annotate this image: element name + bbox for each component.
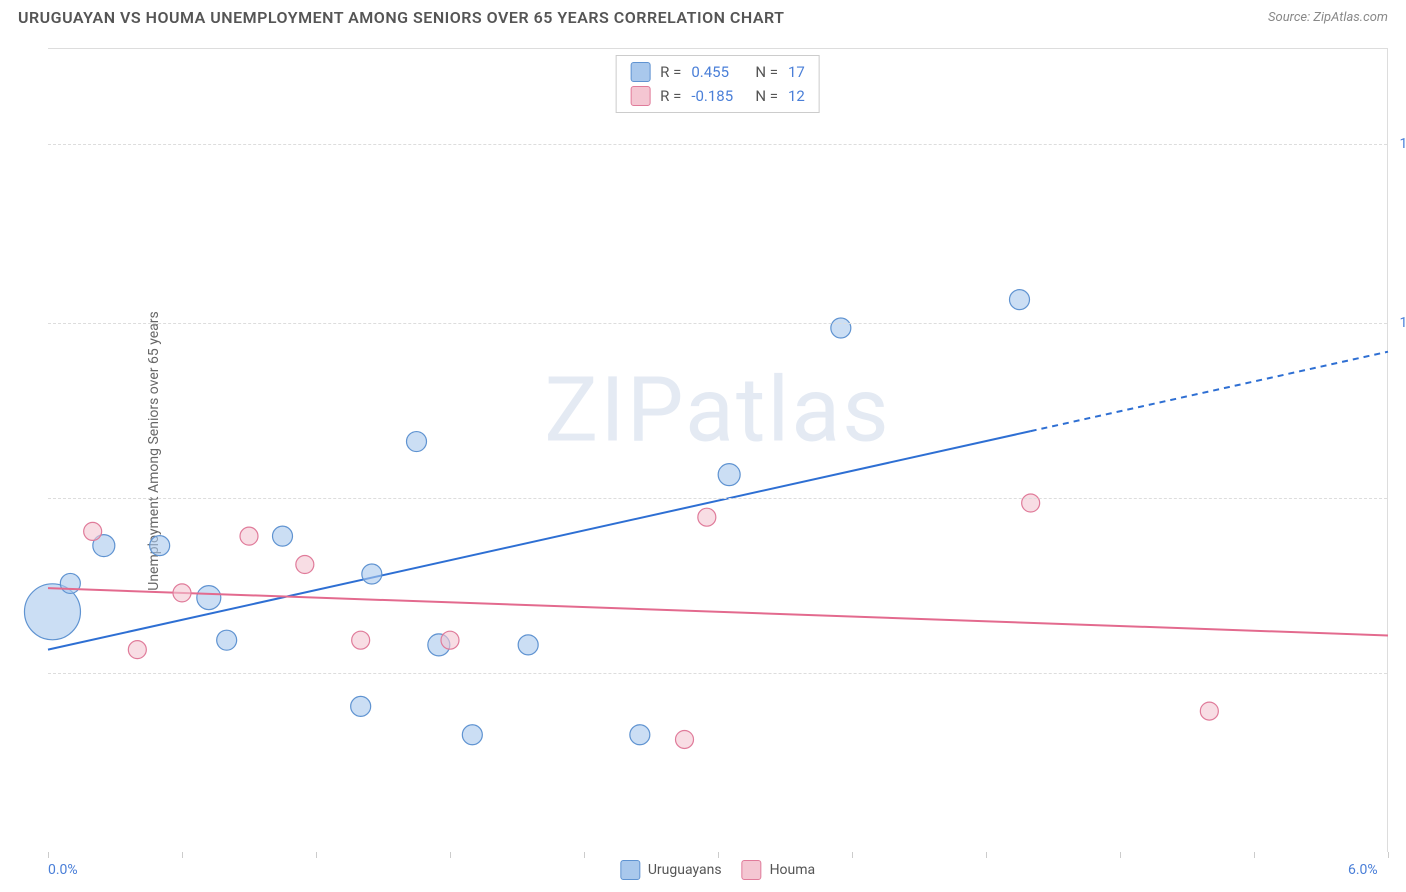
- trend-line-dashed: [1031, 352, 1388, 431]
- legend-n-value: 17: [788, 63, 805, 81]
- legend-n-label: N =: [755, 63, 778, 81]
- legend-n-label: N =: [755, 87, 778, 105]
- legend-r-label: R =: [660, 63, 681, 81]
- data-point: [273, 526, 293, 546]
- legend-item: Uruguayans: [620, 860, 722, 880]
- x-tick-label: 6.0%: [1348, 862, 1378, 878]
- chart-title: URUGUAYAN VS HOUMA UNEMPLOYMENT AMONG SE…: [18, 8, 785, 27]
- x-tick: [1388, 852, 1389, 858]
- data-point: [150, 536, 170, 556]
- x-tick: [316, 852, 317, 858]
- trend-line: [48, 588, 1388, 635]
- data-point: [60, 573, 80, 593]
- data-point: [676, 730, 694, 748]
- data-point: [441, 631, 459, 649]
- legend-row: R = -0.185 N = 12: [630, 84, 805, 108]
- data-point: [462, 725, 482, 745]
- x-tick: [986, 852, 987, 858]
- y-tick-label: 11.2%: [1399, 315, 1406, 331]
- legend-correlation: R = 0.455 N = 17 R = -0.185 N = 12: [615, 55, 820, 113]
- data-point: [831, 318, 851, 338]
- plot-area: ZIPatlas 3.8%7.5%11.2%15.0%0.0%6.0%: [48, 49, 1387, 852]
- x-tick: [48, 852, 49, 858]
- legend-swatch: [630, 86, 650, 106]
- legend-swatch: [630, 62, 650, 82]
- data-point: [1022, 494, 1040, 512]
- gridline-horizontal: [48, 144, 1387, 145]
- data-point: [630, 725, 650, 745]
- legend-label: Houma: [770, 862, 816, 878]
- plot-svg: [48, 49, 1387, 852]
- legend-n-value: 12: [788, 87, 805, 105]
- legend-series: Uruguayans Houma: [620, 860, 815, 880]
- data-point: [296, 556, 314, 574]
- data-point: [1200, 702, 1218, 720]
- data-point: [518, 635, 538, 655]
- x-tick: [718, 852, 719, 858]
- legend-r-label: R =: [660, 87, 681, 105]
- legend-r-value: -0.185: [691, 87, 745, 105]
- data-point: [407, 432, 427, 452]
- data-point: [197, 586, 221, 610]
- x-tick: [852, 852, 853, 858]
- legend-r-value: 0.455: [691, 63, 745, 81]
- chart-container: Unemployment Among Seniors over 65 years…: [48, 48, 1388, 852]
- data-point: [351, 696, 371, 716]
- x-tick: [1254, 852, 1255, 858]
- x-tick: [1120, 852, 1121, 858]
- x-tick: [450, 852, 451, 858]
- x-tick: [584, 852, 585, 858]
- data-point: [352, 631, 370, 649]
- legend-swatch: [620, 860, 640, 880]
- x-tick-label: 0.0%: [48, 862, 78, 878]
- legend-row: R = 0.455 N = 17: [630, 60, 805, 84]
- gridline-horizontal: [48, 673, 1387, 674]
- legend-label: Uruguayans: [648, 862, 722, 878]
- data-point: [718, 464, 740, 486]
- y-tick-label: 15.0%: [1399, 136, 1406, 152]
- gridline-horizontal: [48, 323, 1387, 324]
- data-point: [240, 527, 258, 545]
- source-label: Source: ZipAtlas.com: [1268, 10, 1388, 25]
- gridline-horizontal: [48, 498, 1387, 499]
- x-tick: [182, 852, 183, 858]
- legend-swatch: [742, 860, 762, 880]
- data-point: [173, 584, 191, 602]
- data-point: [698, 508, 716, 526]
- data-point: [84, 522, 102, 540]
- data-point: [1010, 290, 1030, 310]
- data-point: [217, 630, 237, 650]
- data-point: [362, 564, 382, 584]
- data-point: [128, 641, 146, 659]
- legend-item: Houma: [742, 860, 816, 880]
